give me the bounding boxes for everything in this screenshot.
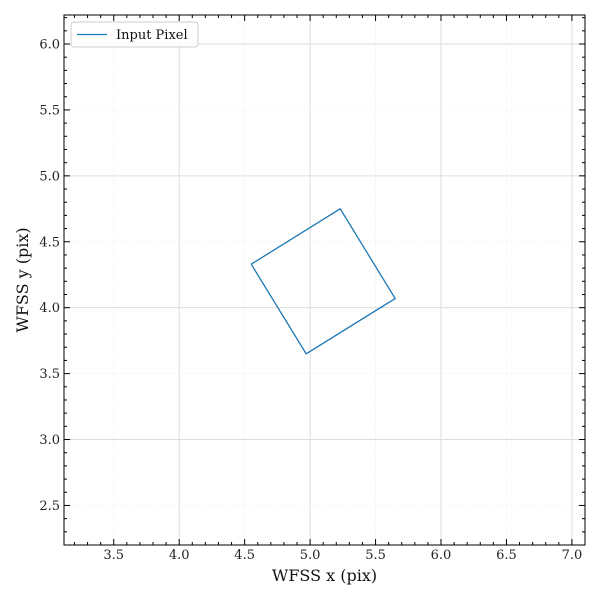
y-tick-label-4-5: 4.5 — [39, 235, 60, 250]
x-tick-label-4: 4.0 — [169, 548, 190, 563]
ticks — [64, 15, 586, 546]
y-tick-label-4: 4.0 — [39, 301, 60, 316]
y-tick-label-3: 3.0 — [39, 433, 60, 448]
y-tick-label-5-5: 5.5 — [39, 103, 60, 118]
x-tick-label-5-5: 5.5 — [365, 548, 386, 563]
x-tick-label-5: 5.0 — [300, 548, 321, 563]
x-tick-label-6: 6.0 — [431, 548, 452, 563]
y-tick-labels: 2.5 3.0 3.5 4.0 4.5 5.0 5.5 6.0 — [39, 38, 60, 514]
series-line-input-pixel — [250, 207, 397, 355]
y-tick-label-5: 5.0 — [39, 169, 60, 184]
legend-box — [70, 21, 199, 48]
y-tick-label-2-5: 2.5 — [39, 499, 60, 514]
x-tick-label-4-5: 4.5 — [234, 548, 255, 563]
legend: Input Pixel — [70, 21, 199, 48]
x-axis-label: WFSS x (pix) — [272, 566, 377, 585]
x-tick-label-6-5: 6.5 — [496, 548, 517, 563]
y-axis-label: WFSS y (pix) — [13, 227, 32, 332]
legend-label-input-pixel: Input Pixel — [116, 28, 188, 43]
y-tick-label-3-5: 3.5 — [39, 367, 60, 382]
grid — [64, 15, 585, 545]
plot-frame — [63, 14, 586, 546]
x-tick-label-3-5: 3.5 — [103, 548, 124, 563]
series-layer — [250, 207, 397, 355]
y-tick-label-6: 6.0 — [39, 38, 60, 53]
x-tick-labels: 3.5 4.0 4.5 5.0 5.5 6.0 6.5 7.0 — [103, 548, 582, 563]
x-tick-label-7: 7.0 — [562, 548, 583, 563]
